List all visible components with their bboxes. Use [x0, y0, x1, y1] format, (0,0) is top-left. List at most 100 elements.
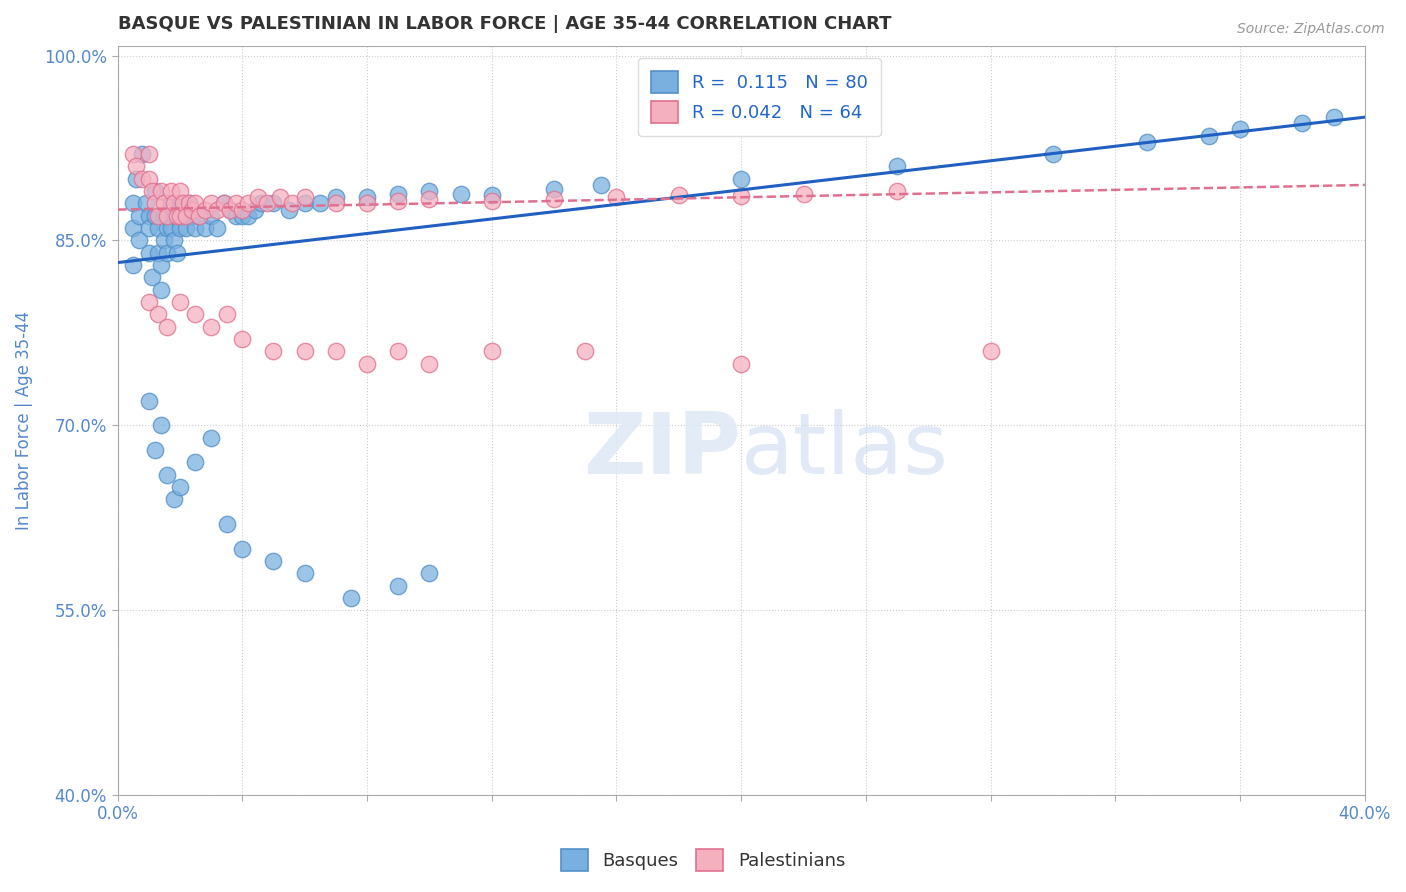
- Point: [269, 190, 291, 204]
- Point: [172, 196, 194, 211]
- Point: [281, 196, 304, 211]
- Point: [146, 209, 169, 223]
- Point: [387, 194, 409, 208]
- Point: [238, 196, 260, 211]
- Point: [1135, 135, 1157, 149]
- Point: [793, 186, 815, 201]
- Y-axis label: In Labor Force | Age 35-44: In Labor Force | Age 35-44: [15, 310, 32, 530]
- Point: [159, 221, 181, 235]
- Point: [294, 344, 316, 359]
- Point: [141, 184, 163, 198]
- Point: [1291, 116, 1313, 130]
- Point: [278, 202, 301, 217]
- Point: [122, 196, 145, 211]
- Legend: R =  0.115   N = 80, R = 0.042   N = 64: R = 0.115 N = 80, R = 0.042 N = 64: [638, 59, 880, 136]
- Point: [886, 184, 908, 198]
- Point: [294, 190, 316, 204]
- Point: [187, 209, 209, 223]
- Point: [181, 202, 204, 217]
- Point: [166, 245, 188, 260]
- Point: [122, 147, 145, 161]
- Point: [146, 221, 169, 235]
- Point: [150, 258, 173, 272]
- Point: [589, 178, 612, 192]
- Point: [125, 160, 148, 174]
- Point: [194, 202, 217, 217]
- Point: [138, 209, 160, 223]
- Point: [169, 209, 191, 223]
- Point: [481, 344, 503, 359]
- Point: [163, 492, 186, 507]
- Point: [122, 221, 145, 235]
- Point: [218, 202, 240, 217]
- Point: [1198, 128, 1220, 143]
- Point: [340, 591, 363, 605]
- Point: [169, 295, 191, 310]
- Point: [668, 187, 690, 202]
- Point: [418, 566, 440, 581]
- Point: [156, 467, 179, 482]
- Point: [262, 196, 284, 211]
- Point: [231, 332, 253, 346]
- Point: [231, 541, 253, 556]
- Point: [159, 184, 181, 198]
- Point: [218, 202, 240, 217]
- Point: [231, 209, 253, 223]
- Point: [418, 192, 440, 206]
- Point: [150, 283, 173, 297]
- Point: [256, 196, 278, 211]
- Point: [215, 307, 238, 321]
- Point: [143, 196, 166, 211]
- Point: [122, 258, 145, 272]
- Point: [215, 516, 238, 531]
- Point: [138, 295, 160, 310]
- Point: [309, 196, 332, 211]
- Point: [163, 196, 186, 211]
- Point: [387, 186, 409, 201]
- Point: [150, 418, 173, 433]
- Point: [169, 184, 191, 198]
- Point: [184, 221, 207, 235]
- Point: [156, 319, 179, 334]
- Point: [153, 234, 176, 248]
- Point: [146, 307, 169, 321]
- Point: [730, 171, 752, 186]
- Point: [184, 196, 207, 211]
- Point: [179, 196, 201, 211]
- Point: [200, 431, 222, 445]
- Point: [128, 234, 150, 248]
- Point: [238, 209, 260, 223]
- Text: Source: ZipAtlas.com: Source: ZipAtlas.com: [1237, 22, 1385, 37]
- Point: [294, 566, 316, 581]
- Point: [128, 209, 150, 223]
- Point: [543, 192, 565, 206]
- Point: [194, 221, 217, 235]
- Point: [181, 209, 204, 223]
- Point: [143, 184, 166, 198]
- Point: [450, 186, 472, 201]
- Point: [138, 221, 160, 235]
- Point: [1323, 110, 1346, 124]
- Point: [163, 234, 186, 248]
- Point: [1042, 147, 1064, 161]
- Point: [150, 184, 173, 198]
- Point: [143, 209, 166, 223]
- Point: [138, 245, 160, 260]
- Point: [153, 196, 176, 211]
- Point: [166, 209, 188, 223]
- Point: [174, 221, 197, 235]
- Point: [207, 221, 229, 235]
- Legend: Basques, Palestinians: Basques, Palestinians: [554, 842, 852, 879]
- Point: [418, 184, 440, 198]
- Point: [207, 202, 229, 217]
- Point: [730, 189, 752, 203]
- Point: [200, 209, 222, 223]
- Point: [543, 181, 565, 195]
- Point: [169, 480, 191, 494]
- Point: [184, 455, 207, 469]
- Point: [481, 194, 503, 208]
- Point: [387, 344, 409, 359]
- Point: [141, 270, 163, 285]
- Point: [179, 196, 201, 211]
- Point: [125, 171, 148, 186]
